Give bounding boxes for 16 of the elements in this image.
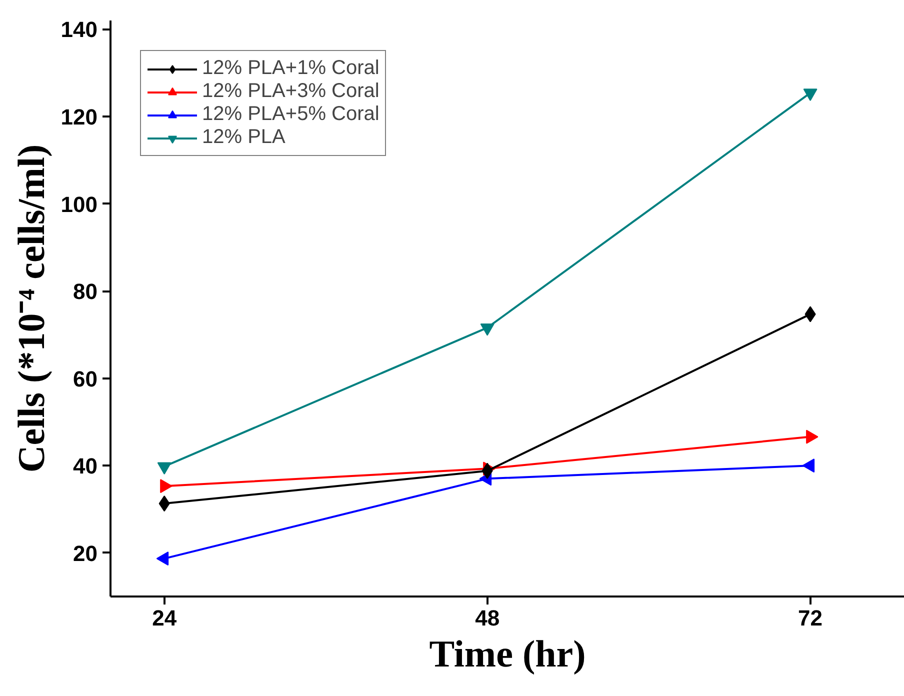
x-tick-label: 72 [798,606,823,630]
legend-label: 12% PLA+1% Coral [202,57,380,80]
y-tick-label: 20 [73,540,98,566]
legend-label: 12% PLA+5% Coral [202,103,380,126]
y-axis-title: Cells (*10⁻⁴ cells/ml) [10,144,53,473]
x-axis-title: Time (hr) [429,634,586,676]
y-tick-label: 120 [60,104,98,130]
y-tick-label: 80 [73,279,98,304]
y-tick-label: 40 [73,454,98,479]
y-tick-label: 100 [60,192,98,217]
y-tick-label: 140 [60,17,98,42]
x-tick-label: 24 [152,606,178,630]
x-tick-label: 48 [475,606,500,630]
legend-label: 12% PLA+3% Coral [202,80,380,103]
legend-label: 12% PLA [202,126,286,149]
y-tick-label: 60 [73,366,98,392]
